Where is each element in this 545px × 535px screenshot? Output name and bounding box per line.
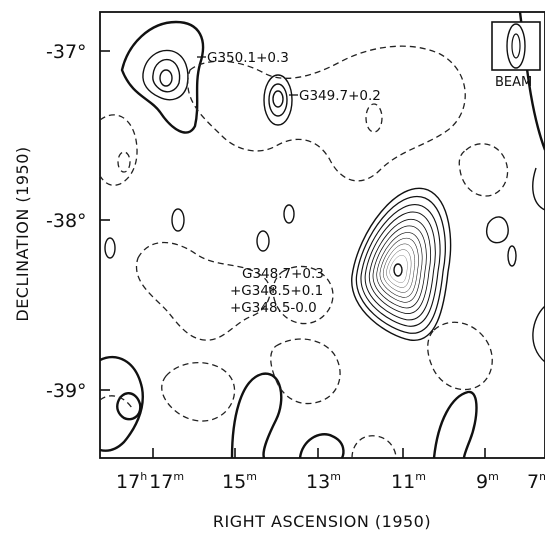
x-tick-label-1-sup: m: [246, 470, 257, 483]
y-tick-label-0: -37°: [46, 41, 87, 63]
x-tick-label-5-sup: m: [539, 470, 545, 483]
contour-neg-top: [187, 45, 466, 182]
contour-g348-3: [360, 204, 441, 327]
contour-lower-left: [99, 355, 144, 452]
contour-neg-bottom: [351, 435, 397, 459]
contour-neg-right-low: [427, 321, 493, 391]
contour-lower-mid: [230, 372, 283, 459]
y-tick-labels: -37° -38° -39°: [46, 41, 87, 402]
contour-g348-9: [383, 243, 416, 293]
source-labels: G350.1+0.3 G349.7+0.2 G348.7+0.3 +G348.5…: [207, 50, 381, 316]
x-tick-label-1: 15m: [222, 470, 257, 493]
beam-ellipse-outer: [506, 23, 526, 69]
contour-neg-left: [99, 114, 138, 186]
x-tick-label-4-sup: m: [488, 470, 499, 483]
axis-ticks: [100, 50, 486, 458]
contours: [99, 11, 545, 459]
contour-g348-2: [355, 195, 446, 334]
contour-g348-6: [372, 225, 427, 309]
contour-neg-small-1: [365, 103, 383, 133]
x-tick-label-0-m: 17: [149, 471, 173, 493]
x-tick-label-0-h: 17: [116, 471, 140, 493]
contour-right-mid: [532, 305, 545, 363]
x-tick-label-3: 11m: [391, 470, 426, 493]
x-tick-label-0: 17h 17m: [116, 470, 184, 493]
source-leaders: [197, 56, 298, 96]
contour-g348-11: [389, 255, 408, 283]
contour-g348-1: [351, 187, 452, 341]
source-label-4: +G348.5+0.1: [230, 283, 323, 299]
contour-small-5: [507, 245, 517, 267]
contour-small-3: [283, 204, 295, 224]
y-tick-label-1: -38°: [46, 210, 87, 232]
source-label-5: +G348.5-0.0: [230, 300, 317, 316]
contour-g348-8: [379, 237, 419, 298]
x-tick-label-2-sup: m: [330, 470, 341, 483]
contour-neg-right-top: [458, 143, 509, 197]
x-tick-label-5-m: 7: [527, 471, 539, 493]
contour-g349-peak: [272, 90, 284, 108]
contour-lower-center-right: [298, 433, 345, 459]
x-tick-label-3-sup: m: [415, 470, 426, 483]
contour-neg-lowerleft: [99, 395, 133, 409]
contour-g350-2: [142, 49, 189, 101]
contour-small-2: [256, 230, 270, 252]
x-tick-labels: 17h 17m 15m 13m 11m 9m 7m: [116, 470, 545, 493]
contour-small-4: [104, 237, 116, 259]
beam-ellipse-inner: [511, 33, 521, 59]
x-axis-title: RIGHT ASCENSION (1950): [213, 512, 431, 531]
contour-neg-lower-mid: [270, 338, 341, 405]
x-tick-label-1-m: 15: [222, 471, 246, 493]
source-label-3: G348.7+0.3: [242, 266, 324, 282]
x-tick-label-2-m: 13: [306, 471, 330, 493]
contour-g348-peak: [393, 263, 403, 277]
contour-g350-peak: [159, 69, 173, 87]
contour-lower-right: [432, 390, 478, 459]
contour-g348-5: [369, 218, 431, 314]
contour-g350-3: [152, 58, 181, 93]
beam-inset: BEAM: [491, 21, 541, 90]
contour-g349-2: [268, 83, 288, 117]
contour-g348-7: [376, 232, 423, 303]
contour-g348-group: [351, 187, 452, 341]
x-tick-label-5: 7m: [527, 470, 545, 493]
source-label-2: G349.7+0.2: [299, 88, 381, 104]
contour-right-tail: [532, 167, 545, 211]
y-tick-label-2: -39°: [46, 380, 87, 402]
x-tick-label-0-msup: m: [173, 470, 184, 483]
plot-frame: [99, 11, 545, 459]
y-axis-title: DECLINATION (1950): [13, 146, 32, 321]
x-tick-label-4-m: 9: [476, 471, 488, 493]
x-tick-label-4: 9m: [476, 470, 499, 493]
source-label-1: G350.1+0.3: [207, 50, 289, 66]
contour-small-6: [485, 216, 509, 244]
beam-box: [491, 21, 541, 71]
beam-label: BEAM: [495, 75, 532, 90]
x-tick-label-3-m: 11: [391, 471, 415, 493]
contour-lower-left-inner: [116, 392, 142, 421]
contour-g348-4: [364, 211, 436, 321]
contour-g349-1: [263, 74, 293, 126]
contour-neg-small-2: [117, 151, 131, 173]
contour-g350-outer: [120, 20, 205, 134]
contour-neg-lower-center: [161, 361, 236, 422]
x-tick-label-2: 13m: [306, 470, 341, 493]
contour-small-1: [171, 208, 185, 232]
x-tick-label-0-hsup: h: [140, 470, 147, 483]
